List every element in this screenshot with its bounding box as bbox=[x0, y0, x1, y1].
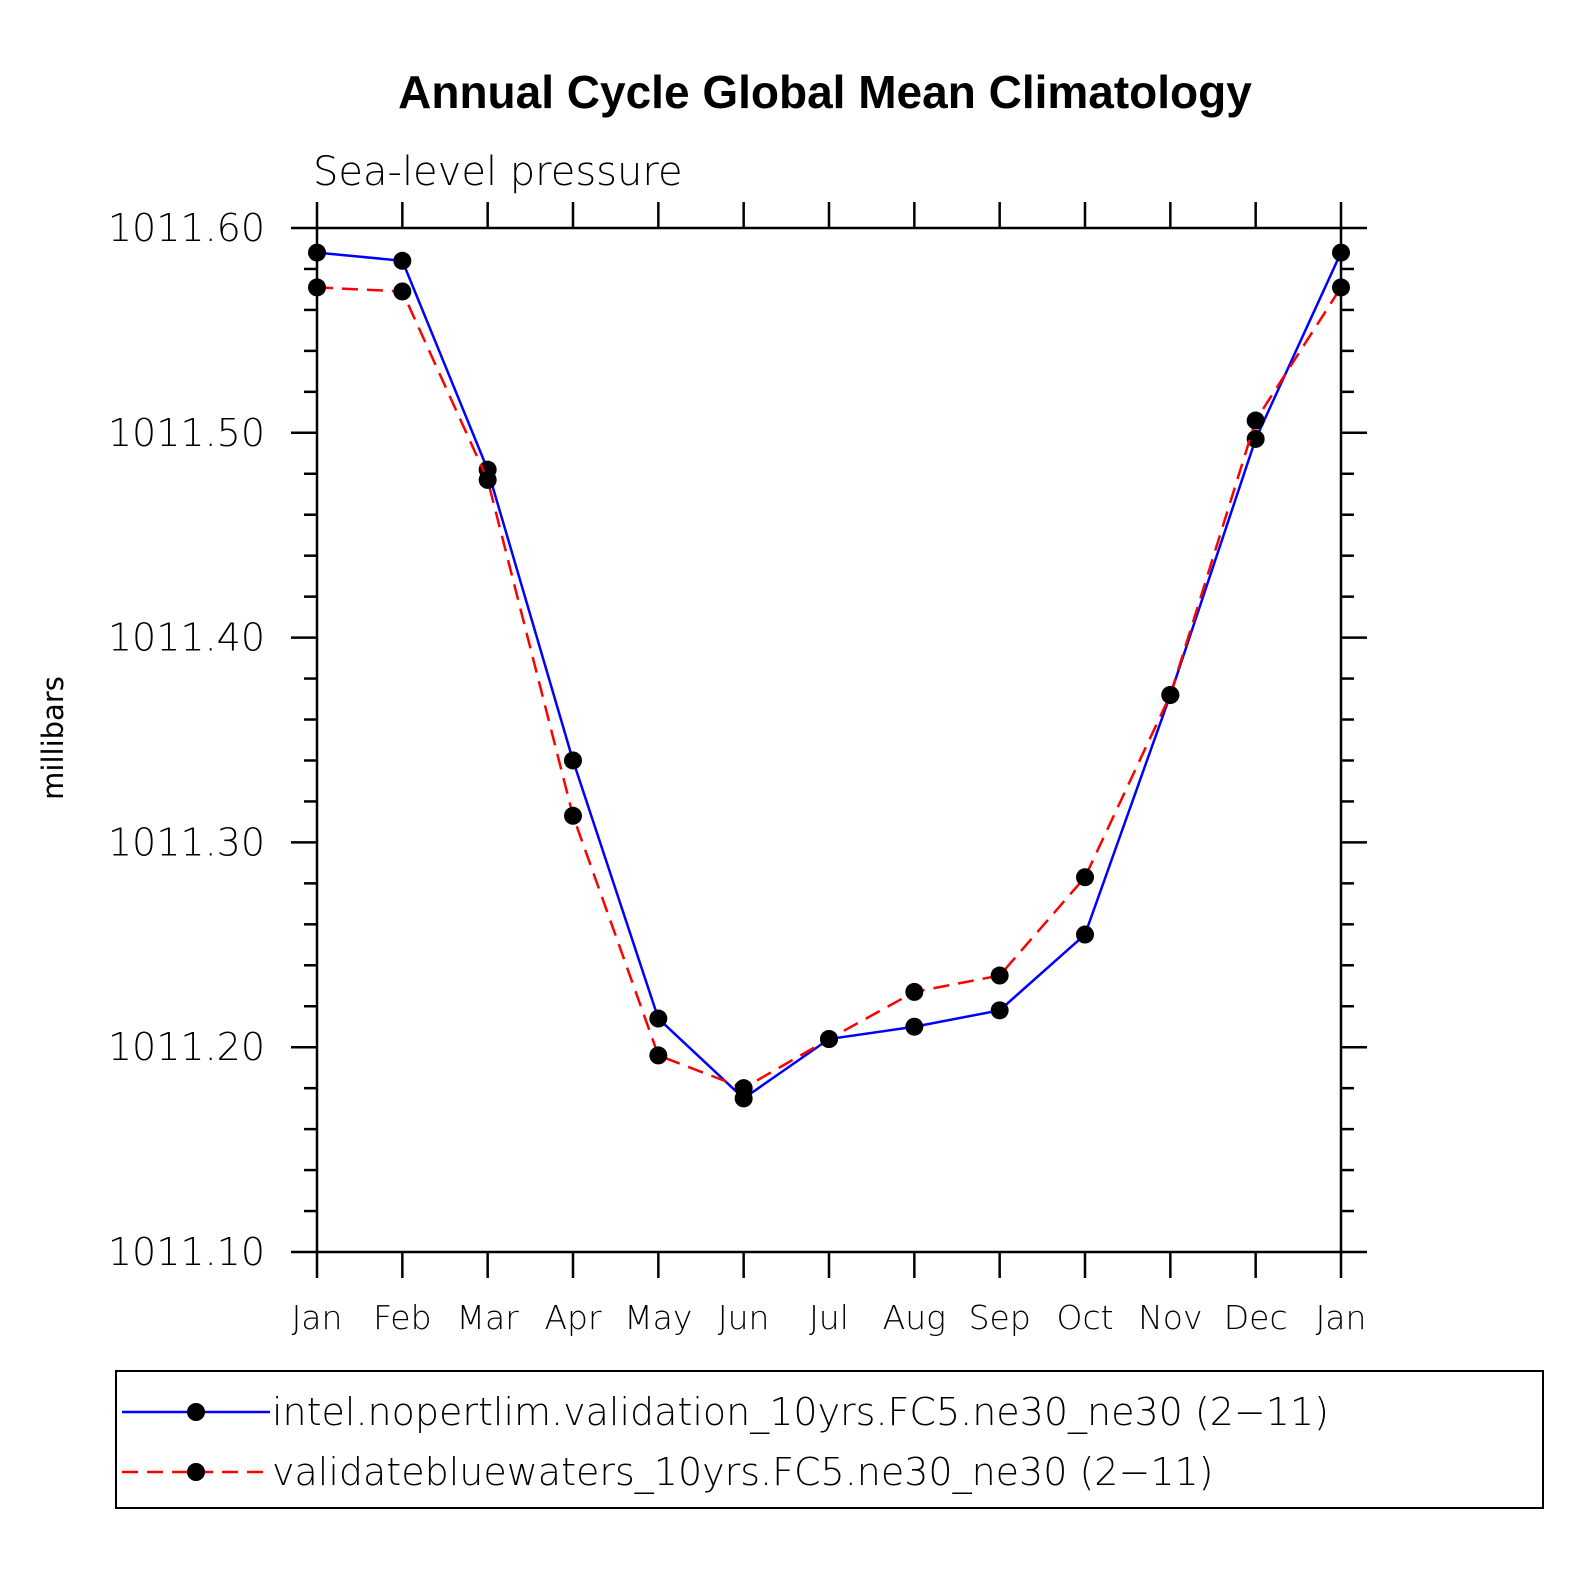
data-point bbox=[649, 1046, 668, 1065]
series-layer bbox=[308, 243, 1350, 1108]
x-tick-label: Oct bbox=[1056, 1298, 1113, 1337]
chart-title: Annual Cycle Global Mean Climatology bbox=[398, 66, 1252, 118]
data-point bbox=[1332, 278, 1350, 297]
data-point bbox=[393, 282, 412, 301]
x-tick-label: Aug bbox=[883, 1298, 946, 1337]
legend-box bbox=[115, 1370, 1544, 1509]
y-tick-label: 1011.60 bbox=[108, 206, 265, 250]
data-point bbox=[1076, 868, 1094, 887]
x-tick-label: May bbox=[624, 1298, 692, 1337]
data-point bbox=[990, 966, 1009, 985]
data-point bbox=[308, 278, 326, 297]
data-point bbox=[734, 1079, 753, 1098]
series-line bbox=[316, 286, 1343, 1090]
data-point bbox=[393, 251, 412, 270]
y-tick-label: 1011.30 bbox=[108, 820, 265, 864]
legend: intel.nopertlim.validation_10yrs.FC5.ne3… bbox=[115, 1370, 1544, 1509]
data-point bbox=[1332, 243, 1350, 262]
data-point bbox=[990, 1001, 1009, 1020]
y-tick-label: 1011.10 bbox=[108, 1230, 265, 1274]
axes: Jan Feb Mar Apr May Jun Jul Aug Sep Oct Nov Dec Jan 1… bbox=[108, 202, 1367, 1337]
plot-frame bbox=[315, 226, 1343, 1254]
x-tick-label: Jun bbox=[718, 1298, 770, 1337]
data-point bbox=[564, 751, 582, 770]
x-tick-label: Mar bbox=[457, 1298, 520, 1337]
x-tick-label: Jan bbox=[1316, 1298, 1367, 1337]
x-tick-label: Dec bbox=[1224, 1298, 1288, 1337]
x-tick-label: Feb bbox=[373, 1298, 431, 1337]
data-point bbox=[1161, 685, 1180, 704]
data-point bbox=[308, 243, 326, 262]
legend-label: intel.nopertlim.validation_10yrs.FC5.ne3… bbox=[272, 1390, 1329, 1435]
series-2 bbox=[308, 278, 1350, 1098]
x-tick-label: Nov bbox=[1138, 1298, 1202, 1337]
data-point bbox=[478, 470, 497, 489]
x-tick-label: Jan bbox=[292, 1298, 343, 1337]
data-point bbox=[1076, 925, 1094, 944]
y-tick-label: 1011.50 bbox=[108, 411, 265, 455]
data-point bbox=[905, 1017, 924, 1036]
series-line bbox=[316, 251, 1343, 1101]
x-tick-label: Apr bbox=[544, 1298, 602, 1337]
data-point bbox=[649, 1009, 668, 1028]
data-point bbox=[564, 806, 582, 825]
series-1 bbox=[308, 243, 1350, 1108]
x-tick-label: Jul bbox=[809, 1298, 849, 1337]
x-tick-label: Sep bbox=[969, 1298, 1031, 1337]
legend-marker bbox=[187, 1403, 205, 1421]
chart-subtitle: Sea-level pressure bbox=[313, 149, 683, 195]
y-tick-label: 1011.20 bbox=[108, 1025, 265, 1069]
data-point bbox=[905, 982, 924, 1001]
data-point bbox=[820, 1030, 838, 1049]
data-point bbox=[1246, 411, 1265, 430]
legend-label: validatebluewaters_10yrs.FC5.ne30_ne30 (… bbox=[272, 1450, 1214, 1495]
y-axis-label: millibars bbox=[36, 676, 70, 800]
legend-marker bbox=[187, 1463, 205, 1481]
y-tick-label: 1011.40 bbox=[108, 616, 265, 660]
data-point bbox=[1246, 429, 1265, 448]
